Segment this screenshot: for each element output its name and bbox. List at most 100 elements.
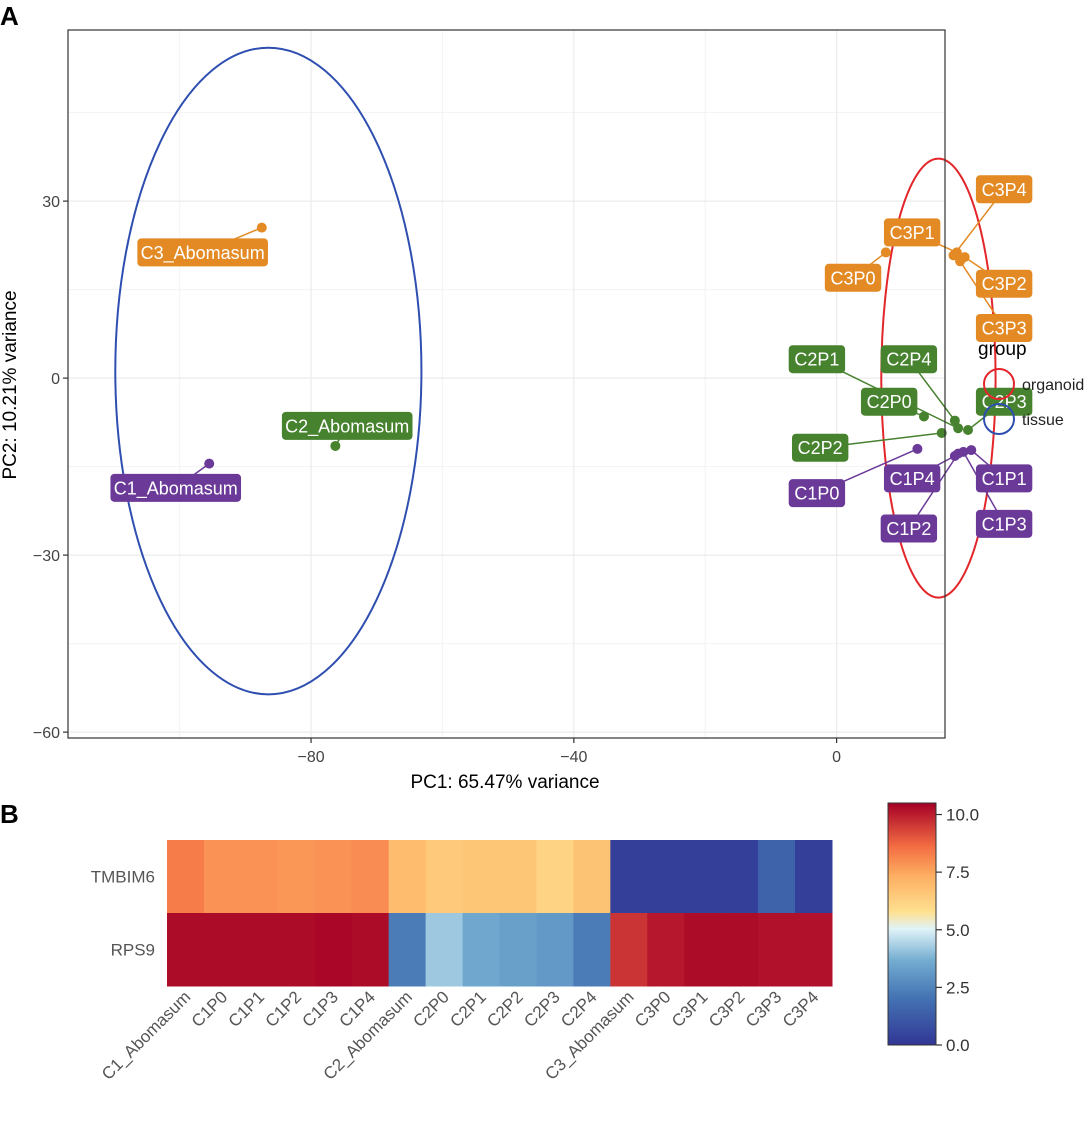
cell-tmbim6-c2-abomasum: [388, 840, 427, 914]
cell-tmbim6-c2p3: [536, 840, 574, 914]
colorbar-tick-label: 7.5: [946, 863, 970, 882]
ellipse-tissue: [114, 46, 423, 696]
point-c1p1: [966, 445, 977, 456]
cell-tmbim6-c2p4: [573, 840, 611, 914]
cell-tmbim6-c1p0: [203, 840, 242, 914]
legend-label-organoid: organoid: [1022, 377, 1084, 394]
column-label-c1p2: C1P2: [262, 987, 306, 1031]
column-label-c3p1: C3P1: [668, 987, 712, 1031]
label-c3-abomasum: C3_Abomasum: [141, 243, 265, 264]
point-c2p4: [949, 415, 960, 426]
cell-rps9-c2p4: [573, 913, 611, 987]
point-c1p4: [949, 450, 960, 461]
legend-title: group: [978, 339, 1027, 360]
label-box-c1p3: [975, 509, 1033, 538]
cell-rps9-c1p3: [314, 913, 353, 987]
label-c2p1: C2P1: [794, 350, 839, 370]
cell-tmbim6-c1p4: [351, 840, 390, 914]
cell-tmbim6-c1-abomasum: [167, 840, 205, 914]
colorbar-gradient: [887, 802, 937, 1046]
cell-tmbim6-c3p2: [721, 840, 759, 914]
x-tick-label: −40: [560, 749, 587, 766]
label-c3p1: C3P1: [890, 223, 935, 243]
point-c2p0: [918, 411, 929, 422]
cell-rps9-c3p3: [758, 913, 796, 987]
legend-key-tissue: [983, 403, 1015, 435]
label-c1p3: C1P3: [982, 514, 1027, 534]
colorbar-tick-label: 10.0: [946, 806, 979, 825]
cell-tmbim6-c3p1: [684, 840, 722, 914]
cell-rps9-c3p0: [647, 913, 685, 987]
label-box-c2p2: [791, 433, 849, 462]
ellipse-organoid: [880, 157, 997, 599]
label-box-c3-abomasum: [137, 238, 268, 267]
label-c1p1: C1P1: [982, 469, 1027, 489]
point-c1p0: [912, 443, 923, 454]
ellipses: [114, 46, 997, 696]
colorbar-tick-label: 2.5: [946, 978, 970, 997]
label-c2p0: C2P0: [867, 392, 912, 412]
cell-tmbim6-c1p1: [240, 840, 279, 914]
point-c2-abomasum: [330, 440, 341, 451]
column-label-c3p3: C3P3: [742, 987, 786, 1031]
panel-a-letter: A: [0, 1, 19, 31]
label-box-c2p0: [860, 387, 918, 416]
point-c2p3: [962, 425, 973, 436]
cell-tmbim6-c2p2: [499, 840, 537, 914]
label-box-c1-abomasum: [110, 473, 242, 502]
heatmap-plot: TMBIM6 RPS9 C1_AbomasumC1P0C1P1C1P2C1P3C1…: [91, 802, 979, 1084]
column-label-c3p2: C3P2: [705, 987, 749, 1031]
row-label-rps9: RPS9: [111, 941, 155, 960]
cell-rps9-c2p2: [499, 913, 537, 987]
column-label-c3p4: C3P4: [779, 987, 823, 1031]
point-c3p4: [948, 250, 959, 261]
column-label-c2p1: C2P1: [446, 987, 490, 1031]
column-label-c1p1: C1P1: [225, 987, 269, 1031]
y-axis-title: PC2: 10.21% variance: [0, 290, 21, 479]
plot-panel-background: [68, 30, 945, 738]
cell-rps9-c1p0: [203, 913, 242, 987]
point-c3p3: [955, 256, 966, 267]
label-c1p4: C1P4: [890, 469, 935, 489]
colorbar: 0.0 2.5 5.0 7.5 10.0: [887, 802, 979, 1055]
cell-tmbim6-c1p2: [277, 840, 316, 914]
cell-rps9-c3-abomasum: [610, 913, 648, 987]
cell-rps9-c2p3: [536, 913, 574, 987]
cell-rps9-c2p0: [425, 913, 464, 987]
cell-tmbim6-c2p1: [462, 840, 500, 914]
label-c3p0: C3P0: [831, 268, 876, 288]
label-box-c2p4: [880, 345, 938, 374]
column-label-c1-abomasum: C1_Abomasum: [98, 987, 194, 1083]
point-c2p1: [953, 423, 964, 434]
label-c1p0: C1P0: [794, 484, 839, 504]
y-tick-label: 0: [51, 371, 60, 388]
cell-rps9-c2-abomasum: [388, 913, 427, 987]
cell-tmbim6-c1p3: [314, 840, 353, 914]
legend: group organoid tissue: [978, 339, 1084, 435]
label-c2-abomasum: C2_Abomasum: [285, 416, 409, 437]
legend-label-tissue: tissue: [1022, 412, 1064, 429]
gridlines: [68, 30, 945, 738]
cell-rps9-c2p1: [462, 913, 500, 987]
label-box-c2-abomasum: [281, 411, 413, 440]
point-c1-abomasum: [204, 458, 215, 469]
point-labels: C3_Abomasum C2_Abomasum C1_Abomasum C3P0 C3P…: [110, 175, 1033, 543]
point-c1p3: [958, 446, 969, 457]
y-tick-label: 30: [42, 194, 60, 211]
label-box-c1p4: [883, 464, 941, 493]
cell-rps9-c1p1: [240, 913, 279, 987]
label-box-c3p0: [824, 263, 882, 292]
label-box-c3p3: [975, 313, 1033, 342]
column-label-c3p0: C3P0: [631, 987, 675, 1031]
cell-rps9-c3p1: [684, 913, 722, 987]
label-c3p4: C3P4: [982, 180, 1027, 200]
label-box-c1p1: [975, 464, 1033, 493]
label-c1p2: C1P2: [886, 519, 931, 539]
column-labels: C1_AbomasumC1P0C1P1C1P2C1P3C1P4C2_Abomas…: [98, 987, 822, 1083]
cell-tmbim6-c2p0: [425, 840, 464, 914]
cell-tmbim6-c3-abomasum: [610, 840, 648, 914]
cell-tmbim6-c3p3: [758, 840, 796, 914]
panel-b-letter: B: [0, 799, 19, 829]
column-label-c2p3: C2P3: [520, 987, 564, 1031]
